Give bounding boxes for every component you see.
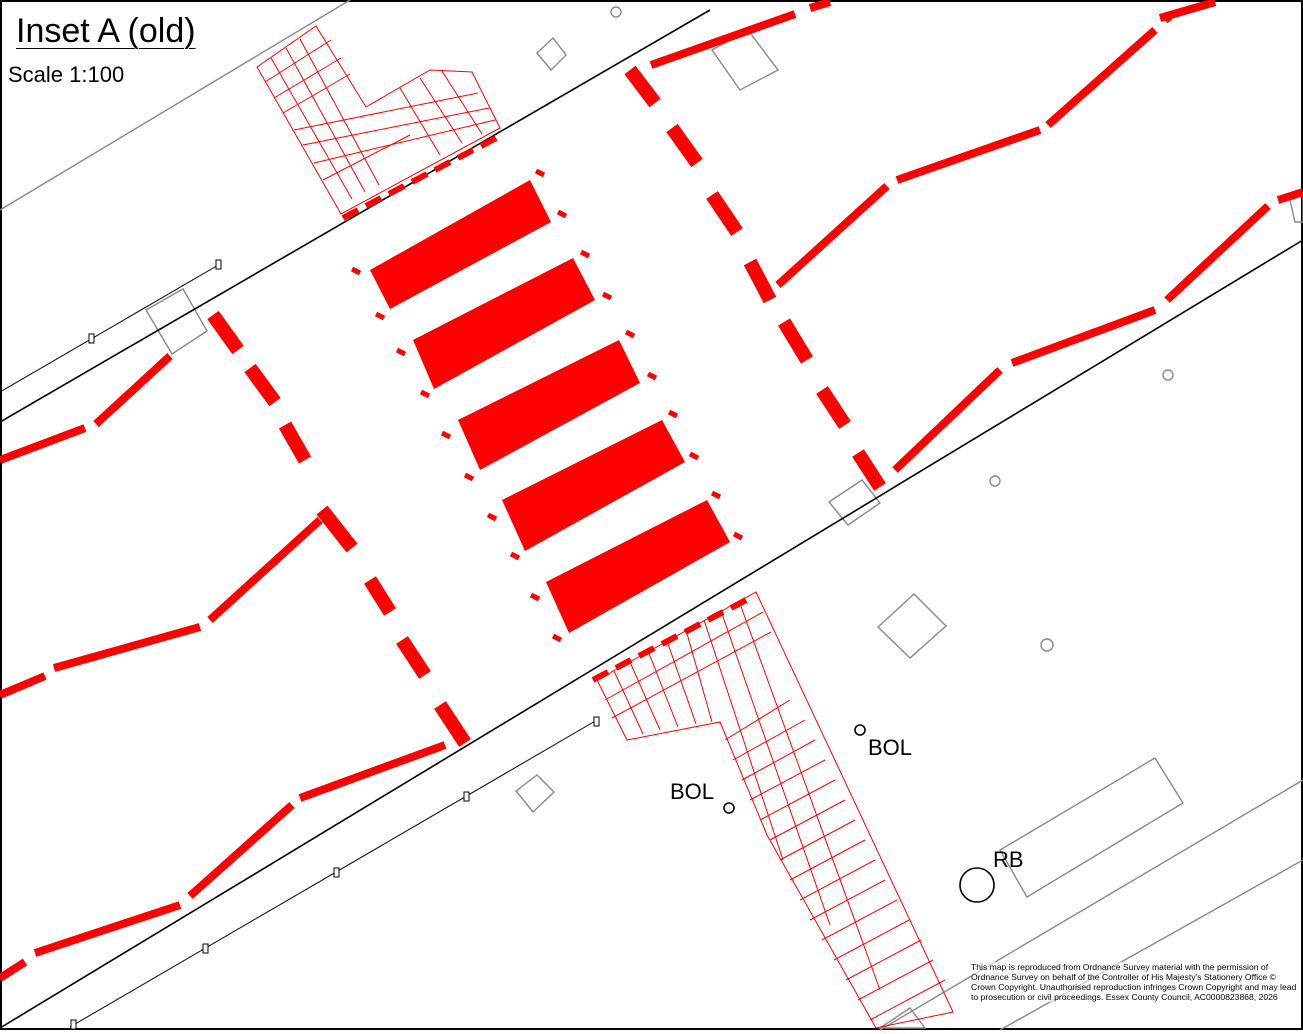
refuse-bin xyxy=(959,867,995,903)
copyright-notice: This map is reproduced from Ordnance Sur… xyxy=(971,962,1301,1002)
tactile-paving-south xyxy=(596,591,954,1029)
zebra-crossing xyxy=(370,180,730,633)
road-edge-markings xyxy=(0,0,1303,982)
give-way-lines xyxy=(207,65,886,747)
zebra-studs xyxy=(350,168,744,643)
map-title: Inset A (old) xyxy=(16,12,196,50)
street-furniture xyxy=(723,724,995,903)
label-bol-2: BOL xyxy=(670,779,715,804)
stud-lines xyxy=(341,135,748,683)
bollard-1 xyxy=(854,724,866,736)
label-bol-1: BOL xyxy=(868,735,913,760)
tactile-paving-north xyxy=(256,25,501,215)
map-scale: Scale 1:100 xyxy=(8,62,125,87)
bollard-2 xyxy=(723,802,735,814)
label-rb: RB xyxy=(993,847,1024,872)
kerb-lines xyxy=(0,9,1303,1030)
